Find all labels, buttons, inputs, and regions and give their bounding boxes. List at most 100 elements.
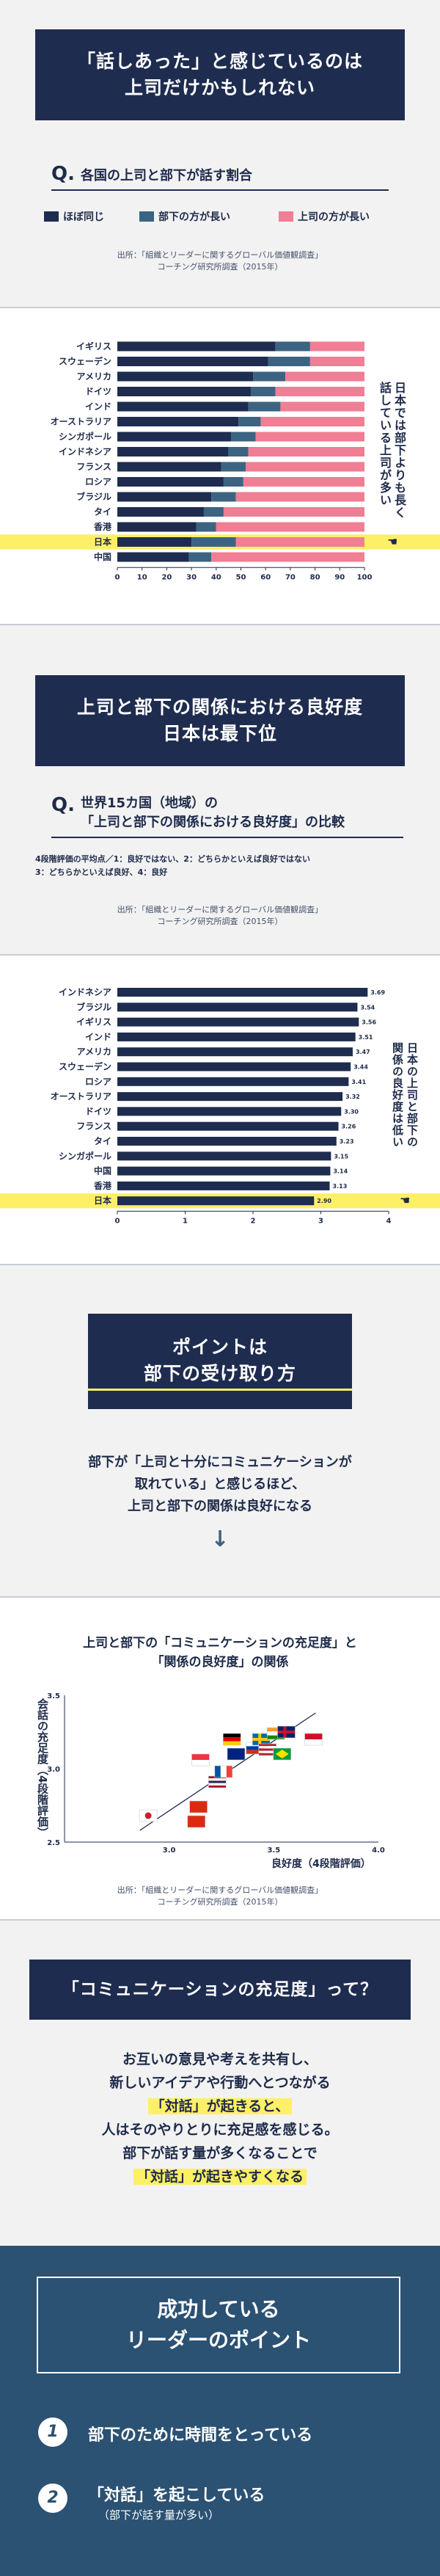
flag-brazil-icon [273, 1747, 292, 1761]
point-2-number: 2 [38, 2484, 67, 2513]
legend-same: ほぼ同じ [44, 209, 104, 224]
flag-stripe [258, 1748, 276, 1751]
category-label: 中国 [94, 551, 111, 562]
category-label: インドネシア [59, 987, 111, 997]
section5-line5: 部下が話す量が多くなることで [122, 2145, 318, 2161]
bar-segment [117, 387, 251, 396]
bar-segment [255, 432, 364, 442]
bar [117, 1092, 343, 1102]
section5-line6: 「対話」が起きやすくなる [133, 2169, 307, 2185]
chart2-bar: インドネシア 3.69 ブラジル 3.54 イギリス 3.56 インド 3.51 アメリカ 3.4… [0, 987, 440, 1225]
section5-body: お互いの意見や考えを共有し、 新しいアイデアや行動へとつながる 「対話」が起きる… [0, 2048, 440, 2188]
flag-emblem [144, 1812, 152, 1819]
section5-line2: 新しいアイデアや行動へとつながる [109, 2075, 331, 2091]
bar [117, 1077, 349, 1086]
bar-segment [223, 477, 243, 487]
bar-segment [117, 537, 192, 547]
bar-segment [243, 477, 364, 487]
section6-title: 成功している リーダーのポイント [37, 2277, 400, 2373]
section1-title-line1: 「話しあった」と感じているのは [76, 51, 363, 72]
bar-segment [211, 552, 364, 562]
divider-1 [0, 307, 440, 308]
category-label: ドイツ [85, 387, 111, 397]
flag-border [273, 1747, 292, 1761]
legend-sub: 部下の方が長い [139, 209, 230, 224]
point-2-sub: （部下が話す量が多い） [98, 2508, 220, 2522]
chart3-panel [0, 1598, 440, 1919]
bar-segment [221, 462, 246, 472]
flag-stripe [223, 1741, 241, 1745]
bar-segment [248, 401, 281, 412]
divider-3 [0, 954, 440, 956]
source-2-line1: 出所：「組織とリーダーに関するグローバル価値観調査」 [117, 905, 323, 914]
category-label: 日本 [94, 1195, 111, 1206]
down-arrow-icon: ↓ [210, 1527, 230, 1552]
chart3-scatter: 3.0 3.5 4.0 3.5 3.0 2.5 良好度（4段階評価） 会話の充足度（4段階評価… [36, 1692, 385, 1870]
pointing-hand-icon: ☚ [387, 535, 397, 549]
pointing-hand-icon: ☚ [400, 1193, 410, 1207]
data-label: 3.47 [356, 1049, 370, 1055]
x-tick-label: 3 [318, 1217, 323, 1225]
question2-underline [51, 837, 403, 838]
x-tick-label: 3.5 [267, 1847, 280, 1855]
x-tick-label: 50 [236, 573, 246, 581]
category-label: シンガポール [59, 1150, 111, 1161]
category-label: ブラジル [76, 1001, 111, 1012]
x-tick-label: 3.0 [163, 1847, 176, 1855]
bar-segment [248, 447, 364, 456]
section6-title-line1: 成功している [157, 2297, 280, 2321]
question2-mark: Q. [51, 794, 75, 816]
flag-thailand-icon [208, 1775, 227, 1789]
category-label: インドネシア [59, 447, 111, 457]
data-label: 3.23 [340, 1138, 354, 1145]
flag-emblem [275, 1750, 289, 1758]
source-3-line2: コーチング研究所調査（2015年） [157, 1897, 283, 1907]
flag-stripe [304, 1733, 323, 1739]
section3-body-line2: 取れている」と感じるほど、 [134, 1477, 306, 1492]
flag-stripe [208, 1785, 227, 1788]
category-label: 香港 [93, 521, 112, 532]
bar-segment [117, 371, 254, 382]
chart3-title-line2: 「関係の良好度」の関係 [151, 1655, 289, 1670]
question2-desc-line2: 3：どちらかといえば良好、4：良好 [35, 867, 168, 877]
flag-stripe [223, 1733, 241, 1738]
x-tick-label: 30 [186, 573, 197, 581]
x-tick-label: 0 [115, 573, 120, 581]
chart2-note-line1: 日本の上司と部下の [406, 1042, 419, 1148]
chart1-note-line1: 日本では部下よりも長く [392, 382, 406, 519]
category-label: インド [85, 401, 111, 412]
flag-stripe [258, 1750, 276, 1753]
point-2-text: 「対話」を起こしている [88, 2486, 265, 2505]
flag-stripe [246, 1746, 264, 1750]
bar-segment [309, 341, 364, 352]
flag-border [189, 1800, 208, 1813]
data-label: 3.30 [344, 1108, 359, 1115]
section2-title: 上司と部下の関係における良好度 日本は最下位 [35, 675, 405, 766]
bar-segment [275, 341, 310, 352]
bar-segment [203, 507, 224, 517]
section3-body: 部下が「上司と十分にコミュニケーションが 取れている」と感じるほど、 上司と部下… [0, 1452, 440, 1518]
section3-title-line2: 部下の受け取り方 [88, 1361, 352, 1391]
flag-stripe [189, 1801, 208, 1813]
bar-segment [275, 387, 364, 396]
bar-segment [250, 387, 276, 396]
legend-swatch-boss [279, 211, 293, 222]
section2-title-line2: 日本は最下位 [162, 723, 277, 744]
category-label: インド [85, 1032, 111, 1042]
data-label: 3.26 [342, 1124, 356, 1130]
bar-segment [228, 447, 249, 456]
bar [117, 1107, 342, 1116]
flag-stripe [187, 1816, 205, 1827]
source-3-line1: 出所：「組織とリーダーに関するグローバル価値観調査」 [117, 1885, 323, 1895]
bar-segment [235, 537, 364, 547]
category-label: ロシア [85, 1077, 111, 1087]
x-axis-title: 良好度（4段階評価） [271, 1858, 371, 1870]
x-tick-label: 4 [386, 1217, 392, 1225]
category-label: ブラジル [76, 491, 111, 502]
flag-stripe [267, 1735, 285, 1739]
flag-border [187, 1815, 206, 1828]
legend-label-sub: 部下の方が長い [158, 211, 230, 223]
category-label: スウェーデン [59, 1061, 111, 1072]
data-label: 3.44 [353, 1064, 368, 1071]
category-label: タイ [94, 507, 111, 517]
